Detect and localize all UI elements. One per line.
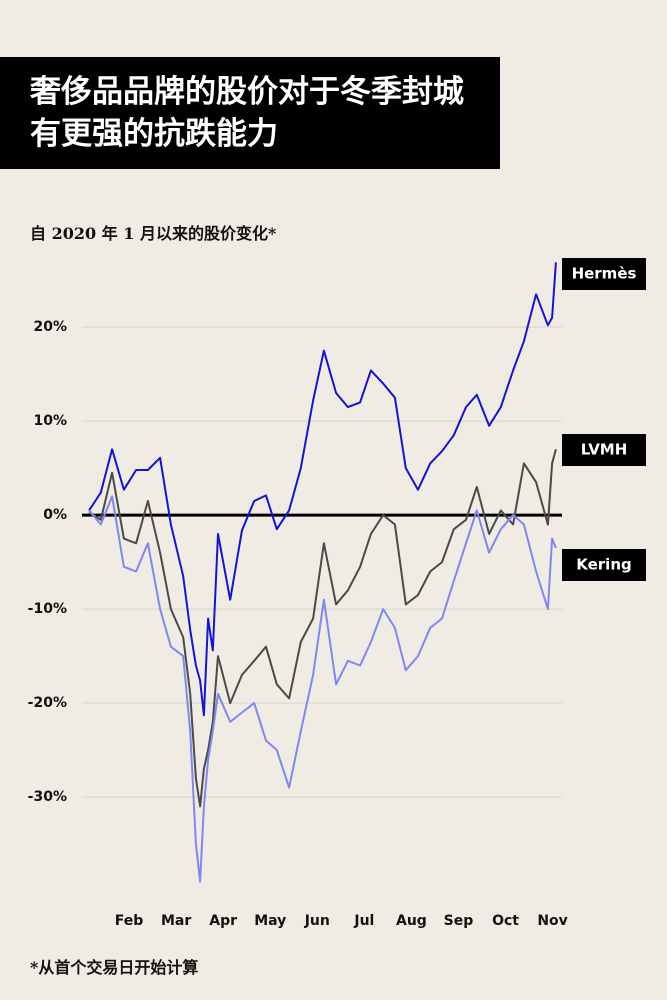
y-tick-label: 10% xyxy=(33,413,67,429)
label-box xyxy=(562,434,646,466)
y-tick-label: 20% xyxy=(33,319,67,335)
series-label: LVMH xyxy=(581,441,628,459)
x-tick-label: Jul xyxy=(353,913,374,929)
x-tick-label: Feb xyxy=(115,913,144,929)
x-tick-label: Jun xyxy=(304,913,330,929)
chart-title: 奢侈品品牌的股价对于冬季封城有更强的抗跌能力 xyxy=(0,57,500,169)
series-line xyxy=(88,495,557,883)
y-tick-label: -20% xyxy=(28,695,67,711)
y-tick-label: -10% xyxy=(28,601,67,617)
footnote: *从首个交易日开始计算 xyxy=(30,958,199,977)
series-line xyxy=(88,262,557,717)
x-tick-label: Apr xyxy=(209,913,237,929)
x-tick-label: Oct xyxy=(492,913,519,929)
y-tick-label: 0% xyxy=(43,507,67,523)
x-tick-label: Sep xyxy=(444,913,474,929)
x-tick-label: May xyxy=(254,913,286,929)
series-line xyxy=(88,449,557,808)
series-label: Kering xyxy=(576,556,632,574)
label-box xyxy=(562,549,646,581)
x-tick-label: Aug xyxy=(396,913,427,929)
chart-subtitle: 自 2020 年 1 月以来的股价变化* xyxy=(30,224,277,243)
series-label: Hermès xyxy=(572,265,637,283)
x-tick-label: Mar xyxy=(161,913,191,929)
label-box xyxy=(562,258,646,290)
y-tick-label: -30% xyxy=(28,789,67,805)
x-tick-label: Nov xyxy=(537,913,567,929)
